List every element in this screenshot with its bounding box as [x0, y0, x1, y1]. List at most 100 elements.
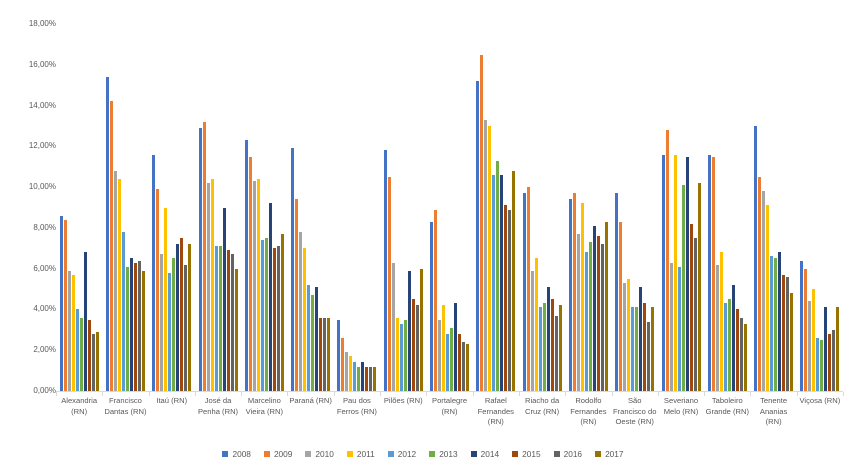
- legend-swatch-icon: [470, 451, 477, 457]
- bar: [244, 140, 248, 391]
- bar: [222, 207, 226, 391]
- bar: [669, 262, 673, 391]
- legend-label: 2017: [605, 449, 624, 459]
- bar: [766, 205, 770, 391]
- x-axis-label: Portalegre (RN): [432, 396, 468, 416]
- bar: [59, 215, 63, 391]
- bar: [365, 366, 369, 391]
- bar: [438, 319, 442, 391]
- bar: [349, 356, 353, 391]
- bar: [280, 234, 284, 391]
- bar: [530, 270, 534, 391]
- bar: [141, 270, 145, 391]
- bar: [303, 248, 307, 391]
- bar: [188, 244, 192, 391]
- bar: [319, 317, 323, 391]
- bar: [168, 272, 172, 391]
- bar: [580, 203, 584, 391]
- y-axis-tick-label: 10,00%: [28, 182, 56, 192]
- bar: [109, 101, 113, 391]
- bar: [735, 309, 739, 391]
- bar: [87, 319, 91, 391]
- bar: [592, 225, 596, 391]
- bar: [446, 333, 450, 391]
- legend-swatch-icon: [346, 451, 353, 457]
- bar: [264, 238, 268, 391]
- category-tick: [657, 392, 659, 396]
- y-axis-tick-label: 12,00%: [28, 141, 56, 151]
- bar: [480, 54, 484, 391]
- bar: [484, 119, 488, 391]
- bar: [526, 187, 530, 391]
- bar-group: [473, 24, 519, 391]
- bar: [156, 189, 160, 391]
- bar: [488, 125, 492, 391]
- x-axis-label: Tenente Ananias (RN): [759, 396, 788, 427]
- bar: [129, 258, 133, 391]
- bar: [693, 238, 697, 391]
- bar: [226, 250, 230, 391]
- legend-swatch-icon: [429, 451, 436, 457]
- legend-item: 2011: [346, 449, 375, 459]
- legend-label: 2009: [273, 449, 293, 459]
- legend-item: 2009: [263, 449, 293, 459]
- bar: [711, 156, 715, 391]
- category-tick: [704, 392, 706, 396]
- bar: [327, 317, 331, 391]
- bar: [661, 154, 665, 391]
- bar-group: [658, 24, 704, 391]
- x-axis-label: Francisco Dantas (RN): [104, 396, 147, 416]
- legend-item: 2016: [553, 449, 582, 459]
- bar: [600, 244, 604, 391]
- bar: [234, 268, 238, 391]
- bar: [538, 307, 542, 391]
- bar-group: [704, 24, 750, 391]
- bar: [808, 301, 812, 391]
- bar: [689, 223, 693, 391]
- bar: [450, 327, 454, 391]
- category-tick: [194, 392, 196, 396]
- bar-group: [195, 24, 241, 391]
- bar: [133, 262, 137, 391]
- bar-group: [56, 24, 102, 391]
- plot-area: [56, 24, 843, 392]
- bar: [673, 154, 677, 391]
- bar-group: [334, 24, 380, 391]
- bar: [643, 303, 647, 391]
- x-axis-label: Pau dos Ferros (RN): [336, 396, 377, 416]
- bar: [172, 258, 176, 391]
- category-tick: [796, 392, 798, 396]
- bar: [105, 77, 109, 391]
- bar-group: [287, 24, 333, 391]
- bar: [75, 309, 79, 391]
- legend-swatch-icon: [553, 451, 560, 457]
- bar: [462, 342, 466, 391]
- bar: [707, 154, 711, 391]
- bar: [496, 160, 500, 391]
- bar: [584, 252, 588, 391]
- bar: [546, 287, 550, 391]
- bar: [727, 299, 731, 391]
- bar: [411, 299, 415, 391]
- bar: [542, 303, 546, 391]
- bar: [782, 274, 786, 391]
- bar: [345, 352, 349, 391]
- bar: [315, 287, 319, 391]
- bar: [353, 362, 357, 391]
- bar: [786, 276, 790, 391]
- bar: [430, 221, 434, 391]
- bar: [824, 307, 828, 391]
- bar: [804, 268, 808, 391]
- bar-group: [426, 24, 472, 391]
- legend-swatch-icon: [263, 451, 270, 457]
- bar: [268, 203, 272, 391]
- bar-group: [519, 24, 565, 391]
- bar: [458, 333, 462, 391]
- bar: [719, 252, 723, 391]
- bar: [631, 307, 635, 391]
- x-axis-label: Alexandria (RN): [61, 396, 98, 416]
- bar: [476, 81, 480, 391]
- bar: [651, 307, 655, 391]
- bar: [836, 307, 840, 391]
- bar: [816, 338, 820, 391]
